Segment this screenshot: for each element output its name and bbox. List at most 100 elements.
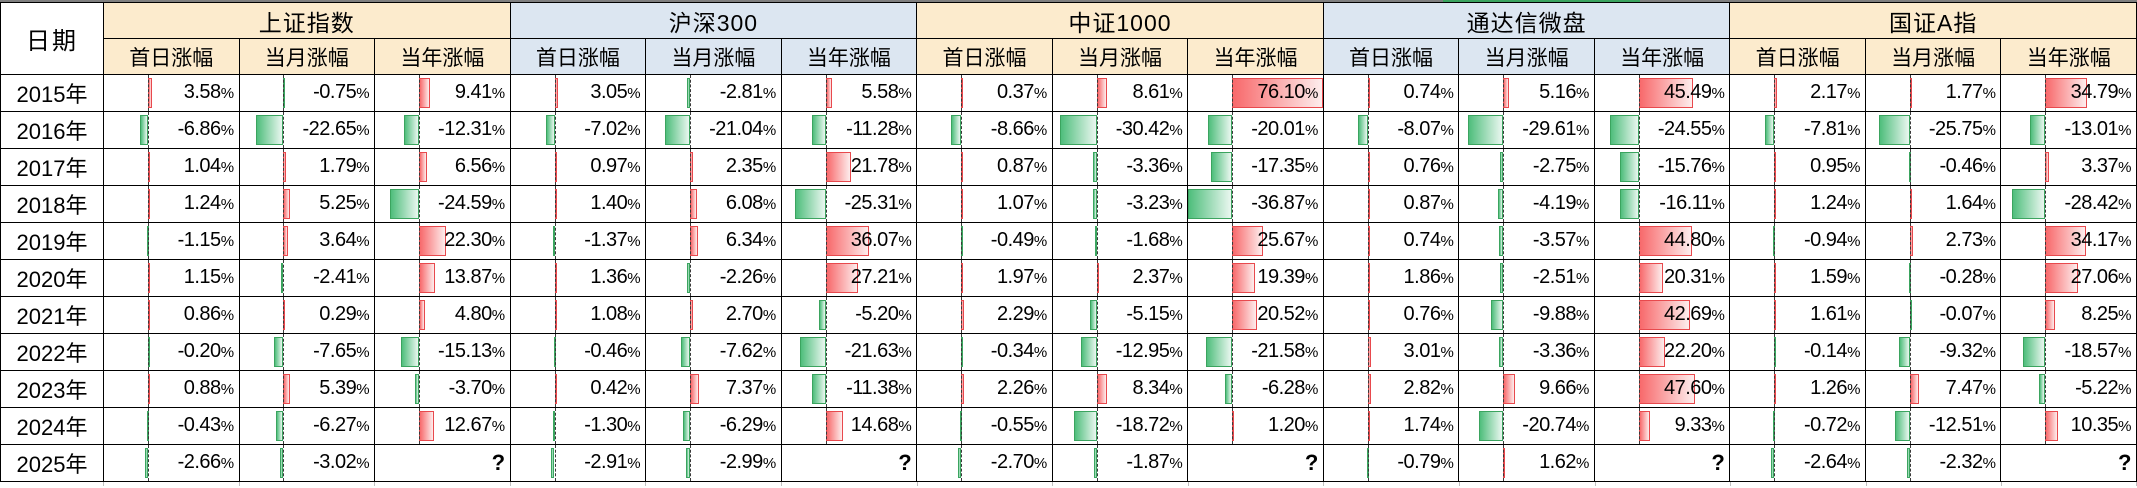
value-cell-year[interactable]: 6.56% xyxy=(374,148,511,186)
value-cell-firstday[interactable]: 2.26% xyxy=(916,370,1053,408)
value-cell-firstday[interactable]: -1.30% xyxy=(509,407,647,445)
value-cell-firstday[interactable]: -0.72% xyxy=(1729,407,1866,445)
col-header-gza-firstday[interactable]: 首日涨幅 xyxy=(1729,38,1866,75)
value-cell-firstday[interactable]: 0.87% xyxy=(916,148,1053,186)
value-cell-firstday[interactable]: -7.02% xyxy=(509,111,647,149)
col-header-tdx-year[interactable]: 当年涨幅 xyxy=(1593,38,1731,75)
value-cell-firstday[interactable]: 1.74% xyxy=(1322,407,1460,445)
value-cell-year[interactable]: -11.28% xyxy=(780,111,918,149)
value-cell-month[interactable]: -7.62% xyxy=(645,333,782,371)
value-cell-month[interactable]: 1.79% xyxy=(238,148,376,186)
group-header-hs300[interactable]: 沪深300 xyxy=(509,2,918,39)
value-cell-month[interactable]: -2.51% xyxy=(1458,259,1595,297)
value-cell-firstday[interactable]: 1.07% xyxy=(916,185,1053,223)
value-cell-month[interactable]: -4.19% xyxy=(1458,185,1595,223)
value-cell-firstday[interactable]: 1.24% xyxy=(1729,185,1866,223)
value-cell-year[interactable]: 34.79% xyxy=(2000,74,2137,112)
value-cell-firstday[interactable]: -8.07% xyxy=(1322,111,1460,149)
value-cell-year[interactable]: -21.63% xyxy=(780,333,918,371)
value-cell-firstday[interactable]: 0.74% xyxy=(1322,222,1460,260)
value-cell-firstday[interactable]: -6.86% xyxy=(103,111,240,149)
value-cell-month[interactable]: 6.34% xyxy=(645,222,782,260)
value-cell-firstday[interactable]: 1.59% xyxy=(1729,259,1866,297)
value-cell-firstday[interactable]: 1.97% xyxy=(916,259,1053,297)
value-cell-month[interactable]: -3.57% xyxy=(1458,222,1595,260)
year-cell[interactable]: 2015年 xyxy=(0,74,104,112)
value-cell-firstday[interactable]: -0.49% xyxy=(916,222,1053,260)
value-cell-firstday[interactable]: 1.40% xyxy=(509,185,647,223)
value-cell-firstday[interactable]: 1.15% xyxy=(103,259,240,297)
value-cell-year[interactable]: 5.58% xyxy=(780,74,918,112)
value-cell-year[interactable]: 20.52% xyxy=(1187,296,1324,334)
value-cell-year[interactable]: -5.22% xyxy=(2000,370,2137,408)
value-cell-year[interactable]: -25.31% xyxy=(780,185,918,223)
value-cell-year[interactable]: ? xyxy=(2000,444,2137,482)
value-cell-month[interactable]: -25.75% xyxy=(1864,111,2002,149)
col-header-gza-month[interactable]: 当月涨幅 xyxy=(1864,38,2002,75)
col-header-sse-firstday[interactable]: 首日涨幅 xyxy=(103,38,240,75)
value-cell-firstday[interactable]: 0.97% xyxy=(509,148,647,186)
value-cell-year[interactable]: 19.39% xyxy=(1187,259,1324,297)
value-cell-year[interactable]: 45.49% xyxy=(1593,74,1731,112)
value-cell-month[interactable]: -9.88% xyxy=(1458,296,1595,334)
value-cell-month[interactable]: 5.39% xyxy=(238,370,376,408)
value-cell-year[interactable]: ? xyxy=(1187,444,1324,482)
value-cell-firstday[interactable]: -0.55% xyxy=(916,407,1053,445)
value-cell-year[interactable]: -6.28% xyxy=(1187,370,1324,408)
value-cell-month[interactable]: 5.25% xyxy=(238,185,376,223)
value-cell-month[interactable]: -18.72% xyxy=(1051,407,1189,445)
value-cell-month[interactable]: 2.73% xyxy=(1864,222,2002,260)
year-cell[interactable]: 2017年 xyxy=(0,148,104,186)
value-cell-month[interactable]: 1.77% xyxy=(1864,74,2002,112)
col-header-csi1000-firstday[interactable]: 首日涨幅 xyxy=(916,38,1053,75)
year-cell[interactable]: 2019年 xyxy=(0,222,104,260)
value-cell-year[interactable]: -11.38% xyxy=(780,370,918,408)
value-cell-year[interactable]: 3.37% xyxy=(2000,148,2137,186)
value-cell-firstday[interactable]: 1.86% xyxy=(1322,259,1460,297)
value-cell-year[interactable]: 36.07% xyxy=(780,222,918,260)
value-cell-year[interactable]: -16.11% xyxy=(1593,185,1731,223)
value-cell-year[interactable]: -12.31% xyxy=(374,111,511,149)
col-header-gza-year[interactable]: 当年涨幅 xyxy=(2000,38,2137,75)
value-cell-month[interactable]: -22.65% xyxy=(238,111,376,149)
year-cell[interactable]: 2021年 xyxy=(0,296,104,334)
col-header-hs300-month[interactable]: 当月涨幅 xyxy=(645,38,782,75)
value-cell-year[interactable]: -15.13% xyxy=(374,333,511,371)
value-cell-firstday[interactable]: 0.37% xyxy=(916,74,1053,112)
group-header-sse[interactable]: 上证指数 xyxy=(103,2,511,39)
col-header-tdx-firstday[interactable]: 首日涨幅 xyxy=(1322,38,1460,75)
value-cell-year[interactable]: 27.06% xyxy=(2000,259,2137,297)
value-cell-month[interactable]: -29.61% xyxy=(1458,111,1595,149)
value-cell-month[interactable]: -3.02% xyxy=(238,444,376,482)
value-cell-year[interactable]: -17.35% xyxy=(1187,148,1324,186)
value-cell-month[interactable]: -6.27% xyxy=(238,407,376,445)
value-cell-firstday[interactable]: 1.36% xyxy=(509,259,647,297)
value-cell-month[interactable]: -21.04% xyxy=(645,111,782,149)
value-cell-month[interactable]: -2.41% xyxy=(238,259,376,297)
value-cell-firstday[interactable]: -7.81% xyxy=(1729,111,1866,149)
date-header-cell[interactable]: 日期 xyxy=(0,2,104,75)
value-cell-month[interactable]: 9.66% xyxy=(1458,370,1595,408)
value-cell-year[interactable]: -28.42% xyxy=(2000,185,2137,223)
value-cell-firstday[interactable]: -0.20% xyxy=(103,333,240,371)
value-cell-year[interactable]: ? xyxy=(374,444,511,482)
value-cell-firstday[interactable]: 0.76% xyxy=(1322,296,1460,334)
value-cell-month[interactable]: 3.64% xyxy=(238,222,376,260)
value-cell-year[interactable]: 12.67% xyxy=(374,407,511,445)
value-cell-month[interactable]: -6.29% xyxy=(645,407,782,445)
value-cell-firstday[interactable]: 0.86% xyxy=(103,296,240,334)
value-cell-firstday[interactable]: 1.61% xyxy=(1729,296,1866,334)
value-cell-year[interactable]: 76.10% xyxy=(1187,74,1324,112)
value-cell-year[interactable]: 27.21% xyxy=(780,259,918,297)
value-cell-month[interactable]: -1.87% xyxy=(1051,444,1189,482)
value-cell-year[interactable]: 47.60% xyxy=(1593,370,1731,408)
value-cell-year[interactable]: -3.70% xyxy=(374,370,511,408)
value-cell-year[interactable]: -15.76% xyxy=(1593,148,1731,186)
value-cell-year[interactable]: ? xyxy=(1593,444,1731,482)
value-cell-firstday[interactable]: 0.95% xyxy=(1729,148,1866,186)
group-header-gza[interactable]: 国证A指 xyxy=(1729,2,2137,39)
value-cell-month[interactable]: 7.47% xyxy=(1864,370,2002,408)
value-cell-year[interactable]: 4.80% xyxy=(374,296,511,334)
value-cell-year[interactable]: 13.87% xyxy=(374,259,511,297)
value-cell-firstday[interactable]: 0.87% xyxy=(1322,185,1460,223)
